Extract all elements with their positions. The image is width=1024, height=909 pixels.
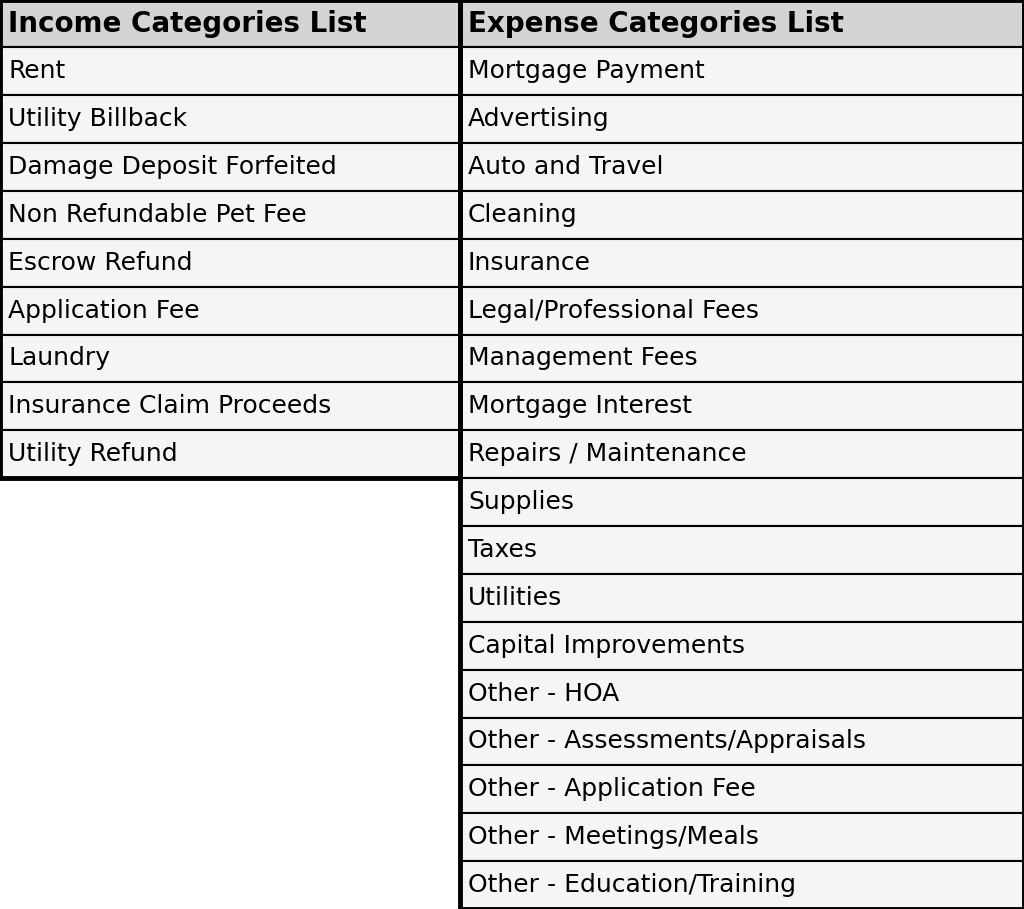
- Bar: [460, 670, 1024, 717]
- Text: Mortgage Interest: Mortgage Interest: [468, 395, 692, 418]
- Bar: [460, 478, 1024, 526]
- Text: Insurance: Insurance: [468, 251, 591, 275]
- Text: Repairs / Maintenance: Repairs / Maintenance: [468, 442, 746, 466]
- Text: Damage Deposit Forfeited: Damage Deposit Forfeited: [8, 155, 337, 179]
- Bar: [460, 335, 1024, 383]
- Bar: [0, 0, 460, 478]
- Text: Other - Application Fee: Other - Application Fee: [468, 777, 756, 802]
- Text: Other - Education/Training: Other - Education/Training: [468, 873, 796, 897]
- Text: Management Fees: Management Fees: [468, 346, 697, 371]
- Text: Capital Improvements: Capital Improvements: [468, 634, 745, 658]
- Text: Supplies: Supplies: [468, 490, 574, 514]
- Bar: [0, 191, 460, 239]
- Text: Rent: Rent: [8, 59, 66, 84]
- Text: Expense Categories List: Expense Categories List: [468, 10, 844, 37]
- Text: Legal/Professional Fees: Legal/Professional Fees: [468, 298, 759, 323]
- Bar: [0, 239, 460, 286]
- Bar: [460, 717, 1024, 765]
- Bar: [460, 383, 1024, 430]
- Text: Cleaning: Cleaning: [468, 203, 578, 227]
- Bar: [460, 286, 1024, 335]
- Bar: [460, 47, 1024, 95]
- Bar: [460, 239, 1024, 286]
- Text: Utility Refund: Utility Refund: [8, 442, 178, 466]
- Bar: [460, 191, 1024, 239]
- Bar: [460, 861, 1024, 909]
- Bar: [460, 765, 1024, 814]
- Bar: [0, 143, 460, 191]
- Bar: [0, 95, 460, 143]
- Bar: [0, 335, 460, 383]
- Bar: [0, 0, 460, 47]
- Text: Income Categories List: Income Categories List: [8, 10, 367, 37]
- Text: Advertising: Advertising: [468, 107, 609, 131]
- Text: Auto and Travel: Auto and Travel: [468, 155, 664, 179]
- Bar: [0, 383, 460, 430]
- Bar: [460, 95, 1024, 143]
- Text: Insurance Claim Proceeds: Insurance Claim Proceeds: [8, 395, 332, 418]
- Bar: [460, 526, 1024, 574]
- Bar: [0, 286, 460, 335]
- Bar: [460, 0, 1024, 909]
- Bar: [460, 622, 1024, 670]
- Bar: [460, 143, 1024, 191]
- Text: Utility Billback: Utility Billback: [8, 107, 187, 131]
- Text: Escrow Refund: Escrow Refund: [8, 251, 193, 275]
- Bar: [460, 814, 1024, 861]
- Text: Utilities: Utilities: [468, 585, 562, 610]
- Text: Non Refundable Pet Fee: Non Refundable Pet Fee: [8, 203, 307, 227]
- Bar: [460, 430, 1024, 478]
- Text: Other - Assessments/Appraisals: Other - Assessments/Appraisals: [468, 729, 866, 754]
- Bar: [0, 47, 460, 95]
- Text: Taxes: Taxes: [468, 538, 537, 562]
- Text: Other - HOA: Other - HOA: [468, 682, 620, 705]
- Bar: [460, 574, 1024, 622]
- Bar: [0, 430, 460, 478]
- Text: Application Fee: Application Fee: [8, 298, 200, 323]
- Text: Mortgage Payment: Mortgage Payment: [468, 59, 705, 84]
- Text: Laundry: Laundry: [8, 346, 111, 371]
- Bar: [460, 0, 1024, 47]
- Text: Other - Meetings/Meals: Other - Meetings/Meals: [468, 825, 759, 849]
